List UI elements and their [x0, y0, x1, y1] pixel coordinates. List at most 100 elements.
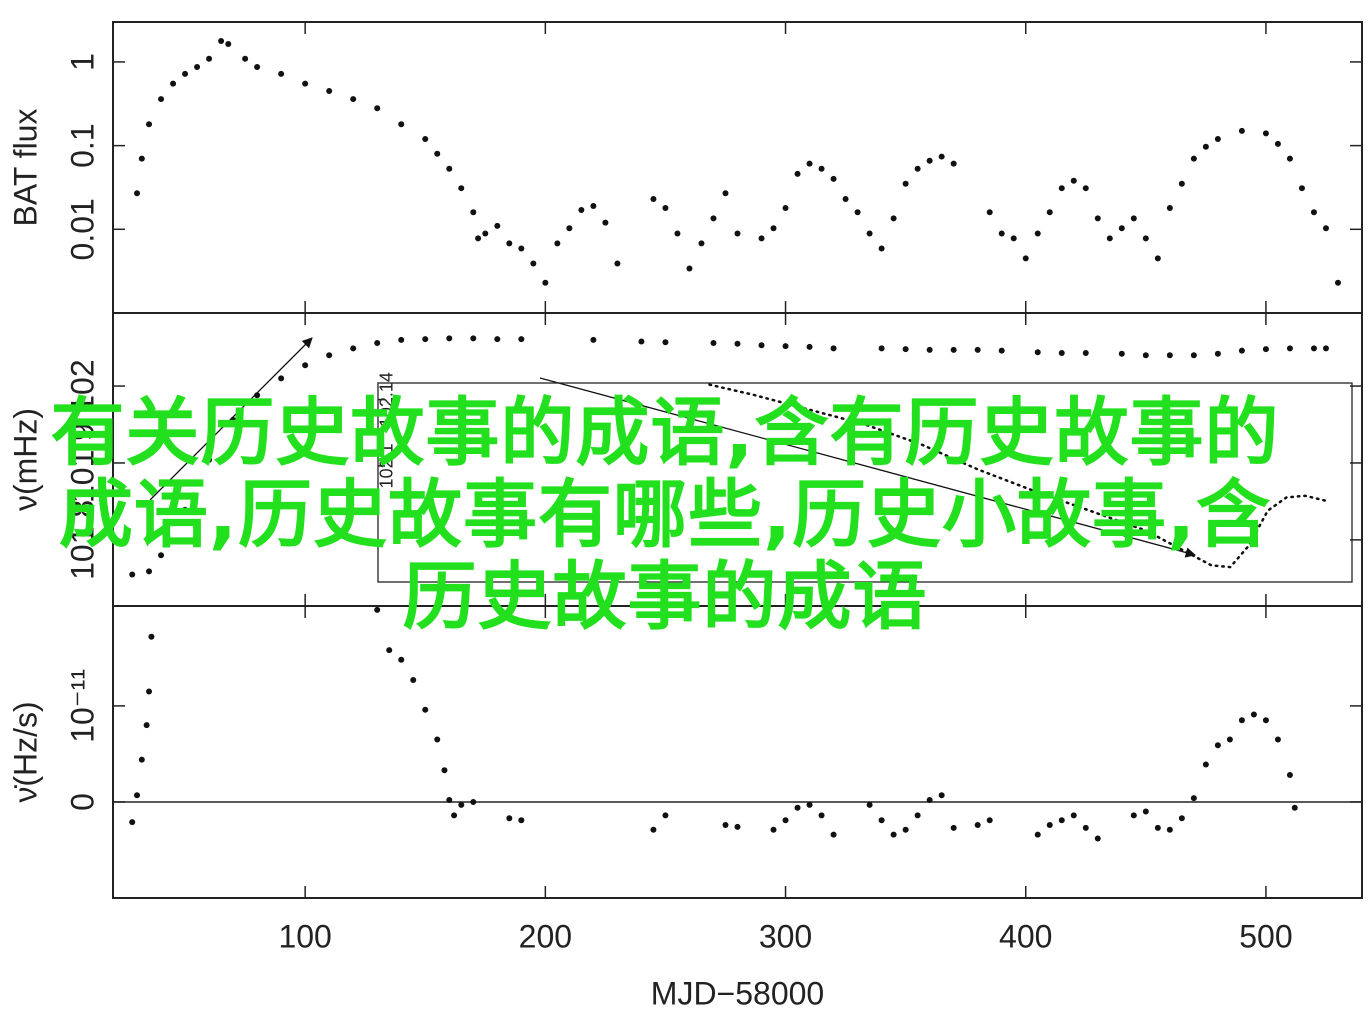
- data-point: [1034, 349, 1041, 356]
- data-point: [182, 506, 189, 513]
- x-axis-label: MJD−58000: [651, 975, 824, 1011]
- data-point: [1262, 346, 1269, 353]
- data-point: [1262, 130, 1269, 137]
- data-point: [722, 190, 729, 197]
- data-point: [782, 204, 789, 211]
- data-point: [254, 63, 261, 70]
- data-point: [1190, 155, 1197, 162]
- data-point: [674, 230, 681, 237]
- data-point: [1310, 209, 1317, 216]
- data-point: [434, 736, 441, 743]
- data-point: [129, 571, 136, 578]
- data-point: [818, 165, 825, 172]
- data-point: [1274, 140, 1281, 147]
- data-point: [926, 797, 933, 804]
- data-point: [374, 606, 381, 613]
- data-point: [686, 265, 693, 272]
- data-point: [1190, 352, 1197, 359]
- data-point: [1298, 185, 1305, 192]
- data-point: [206, 55, 213, 62]
- y-axis-label: ν̇(Hz/s): [7, 701, 43, 802]
- data-point: [458, 185, 465, 192]
- data-point: [398, 121, 405, 128]
- data-point: [1190, 795, 1197, 802]
- data-point: [1286, 155, 1293, 162]
- data-point: [446, 335, 453, 342]
- data-point: [590, 336, 597, 343]
- data-point: [1274, 736, 1281, 743]
- data-point: [1166, 204, 1173, 211]
- data-point: [1286, 772, 1293, 779]
- data-point: [578, 207, 585, 214]
- data-point: [1334, 279, 1341, 286]
- data-point: [350, 345, 357, 352]
- data-point: [138, 756, 145, 763]
- data-point: [398, 336, 405, 343]
- y-tick-label: 101.8: [64, 500, 100, 580]
- data-point: [422, 336, 429, 343]
- x-tick-label: 300: [759, 918, 812, 954]
- y-tick-label: 102: [64, 359, 100, 412]
- data-point: [134, 792, 141, 799]
- data-point: [974, 346, 981, 353]
- data-point: [1070, 812, 1077, 819]
- data-point: [878, 817, 885, 824]
- data-point: [1046, 209, 1053, 216]
- y-tick-label: 0.1: [64, 123, 100, 167]
- data-point: [446, 165, 453, 172]
- data-point: [854, 209, 861, 216]
- data-point: [1142, 808, 1149, 815]
- data-point: [1106, 235, 1113, 242]
- data-point: [650, 826, 657, 833]
- data-point: [225, 40, 232, 47]
- data-point: [842, 196, 849, 203]
- data-point: [794, 170, 801, 177]
- data-point: [148, 633, 155, 640]
- data-point: [554, 240, 561, 247]
- data-point: [986, 209, 993, 216]
- data-point: [1310, 345, 1317, 352]
- data-point: [866, 801, 873, 808]
- data-point: [158, 552, 165, 559]
- data-point: [950, 160, 957, 167]
- data-point: [350, 96, 357, 103]
- data-point: [902, 346, 909, 353]
- data-point: [710, 215, 717, 222]
- data-point: [1022, 255, 1029, 262]
- data-point: [422, 135, 429, 142]
- data-point: [1070, 177, 1077, 184]
- data-point: [830, 831, 837, 838]
- data-point: [1226, 736, 1233, 743]
- data-point: [1010, 235, 1017, 242]
- data-point: [818, 812, 825, 819]
- y-axis-label: ν(mHz): [7, 408, 43, 511]
- data-point: [422, 706, 429, 713]
- data-point: [830, 345, 837, 352]
- data-point: [482, 230, 489, 237]
- data-point: [734, 823, 741, 830]
- data-point: [830, 175, 837, 182]
- data-point: [1238, 347, 1245, 354]
- data-point: [326, 87, 333, 94]
- data-point: [806, 801, 813, 808]
- data-point: [470, 335, 477, 342]
- data-point: [129, 819, 136, 826]
- data-point: [1118, 225, 1125, 232]
- data-point: [758, 342, 765, 349]
- data-point: [138, 155, 145, 162]
- data-point: [518, 336, 525, 343]
- data-point: [1130, 812, 1137, 819]
- data-point: [230, 416, 237, 423]
- data-point: [1238, 127, 1245, 134]
- data-point: [986, 817, 993, 824]
- data-point: [134, 190, 141, 197]
- data-point: [1166, 826, 1173, 833]
- data-point: [302, 362, 309, 369]
- data-point: [542, 279, 549, 286]
- overlay-text: 有关历史故事的成语,含有历史故事的成语,历史故事有哪些,历史小故事,含历史故事的…: [50, 390, 1280, 640]
- data-point: [1154, 255, 1161, 262]
- data-point: [410, 676, 417, 683]
- data-point: [782, 817, 789, 824]
- data-point: [518, 245, 525, 252]
